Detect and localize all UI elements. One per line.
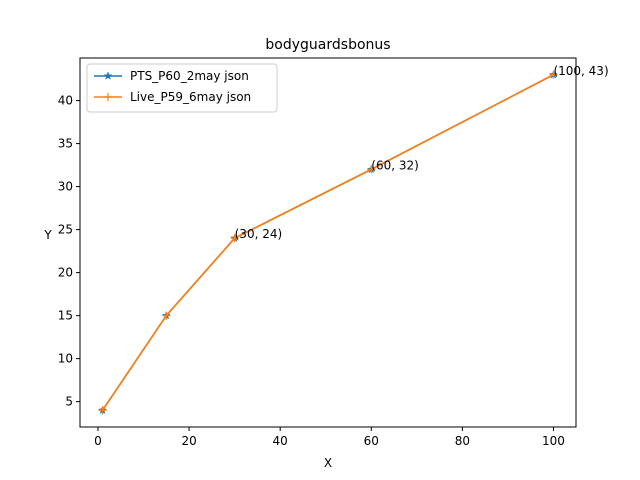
legend-marker — [103, 71, 113, 80]
axes-frame — [79, 57, 577, 428]
y-tick-label: 30 — [58, 180, 73, 194]
y-axis-label: Y — [43, 228, 52, 242]
x-tick-label: 100 — [542, 434, 565, 448]
y-tick-label: 5 — [65, 395, 73, 409]
x-tick-label: 0 — [94, 434, 102, 448]
x-tick-label: 80 — [455, 434, 470, 448]
series-2-point — [367, 165, 376, 174]
x-axis-label: X — [324, 456, 332, 470]
point-annotation: (60, 32) — [371, 158, 419, 172]
legend-marker — [104, 93, 112, 101]
point-annotation: (100, 43) — [553, 64, 608, 78]
y-tick-label: 25 — [58, 223, 73, 237]
x-tick-label: 20 — [181, 434, 196, 448]
y-tick-label: 40 — [58, 94, 73, 108]
x-tick-label: 60 — [364, 434, 379, 448]
plot-area: 0 20 40 60 80 100 5 10 15 20 25 30 35 40 (30, 24) (60, … — [58, 57, 609, 448]
point-annotation: (30, 24) — [235, 227, 283, 241]
legend: PTS_P60_2may json Live_P59_6may json — [86, 63, 278, 113]
y-tick-label: 10 — [58, 352, 73, 366]
y-tick-label: 35 — [58, 137, 73, 151]
legend-entry-label: PTS_P60_2may json — [130, 69, 249, 83]
chart-title: bodyguardsbonus — [265, 37, 390, 53]
y-tick-label: 20 — [58, 266, 73, 280]
legend-entry-label: Live_P59_6may json — [130, 90, 251, 104]
series-2-point — [162, 311, 171, 320]
series-2-point — [230, 234, 239, 243]
x-tick-label: 40 — [273, 434, 288, 448]
series-2-point — [98, 406, 107, 415]
series-2-point — [549, 70, 558, 79]
legend-box — [86, 63, 278, 113]
y-tick-label: 15 — [58, 309, 73, 323]
